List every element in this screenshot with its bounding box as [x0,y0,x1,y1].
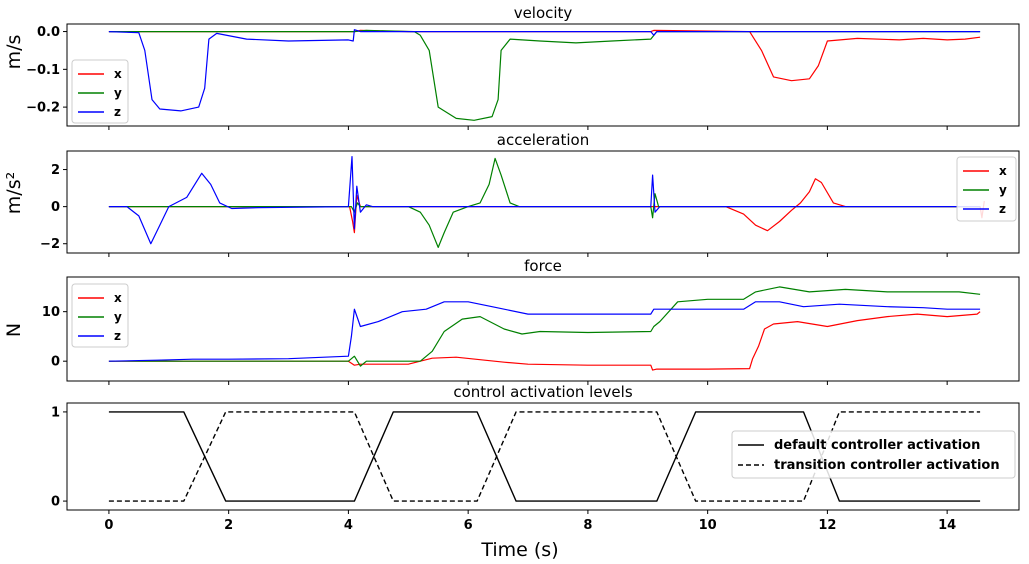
legend: xyz [956,156,1017,222]
legend-label: default controller activation [774,438,980,453]
x-tick-label: 0 [104,518,113,533]
y-axis-label: m/s² [3,172,25,214]
y-tick-label: 0.0 [37,25,60,40]
legend-box [71,59,129,124]
series-line-z [108,156,981,245]
legend-box [956,156,1017,222]
legend-label: x [114,291,122,305]
legend-label: z [114,105,121,119]
x-tick-label: 10 [699,518,717,533]
legend: xyz [71,59,129,124]
x-tick-label: 14 [938,518,956,533]
y-axis-label: N [3,323,25,337]
y-tick-label: 2 [51,163,60,178]
subplot-0: velocity 0.0 −0.1 −0.2 m/s xyz [3,4,1020,130]
legend-box [731,430,1016,479]
legend-label: x [114,67,122,81]
y-axis-label: m/s [3,35,25,70]
x-axis-label: Time (s) [480,539,558,561]
x-tick-label: 8 [583,518,592,533]
legend-label: y [999,183,1007,197]
y-tick-label: −0.2 [26,101,60,116]
y-tick-label: −0.1 [26,63,60,78]
legend-label: x [999,164,1007,178]
series-line-z [108,29,981,112]
axes-frame [66,402,1020,511]
subplot-title: velocity [514,4,573,22]
subplot-title: control activation levels [453,383,632,401]
legend-label: z [999,202,1006,216]
y-tick-label: 0 [51,495,60,510]
x-tick-label: 6 [464,518,473,533]
legend-label: y [114,310,122,324]
y-tick-label: 10 [42,305,60,320]
axes-frame [66,276,1020,382]
x-tick-label: 4 [344,518,353,533]
subplot-title: acceleration [497,131,589,149]
legend: default controller activation transition … [731,430,1016,479]
x-tick-label: 12 [818,518,836,533]
series-line-z [108,301,981,362]
y-tick-label: 1 [51,405,60,420]
series-line-transition-controller-activation [108,411,981,502]
legend-label: z [114,329,121,343]
y-tick-label: 0 [51,355,60,370]
axes-frame [66,23,1020,127]
axes-frame [66,150,1020,254]
legend: xyz [71,283,129,348]
legend-label: y [114,86,122,100]
x-tick-label: 2 [224,518,233,533]
subplot-title: force [524,257,562,275]
subplot-1: acceleration 2 0 −2 m/s² xyz [3,131,1020,257]
legend-box [71,283,129,348]
legend-label: transition controller activation [774,458,1000,473]
y-tick-label: −2 [40,237,60,252]
y-tick-label: 0 [51,200,60,215]
series-line-y [108,286,981,367]
